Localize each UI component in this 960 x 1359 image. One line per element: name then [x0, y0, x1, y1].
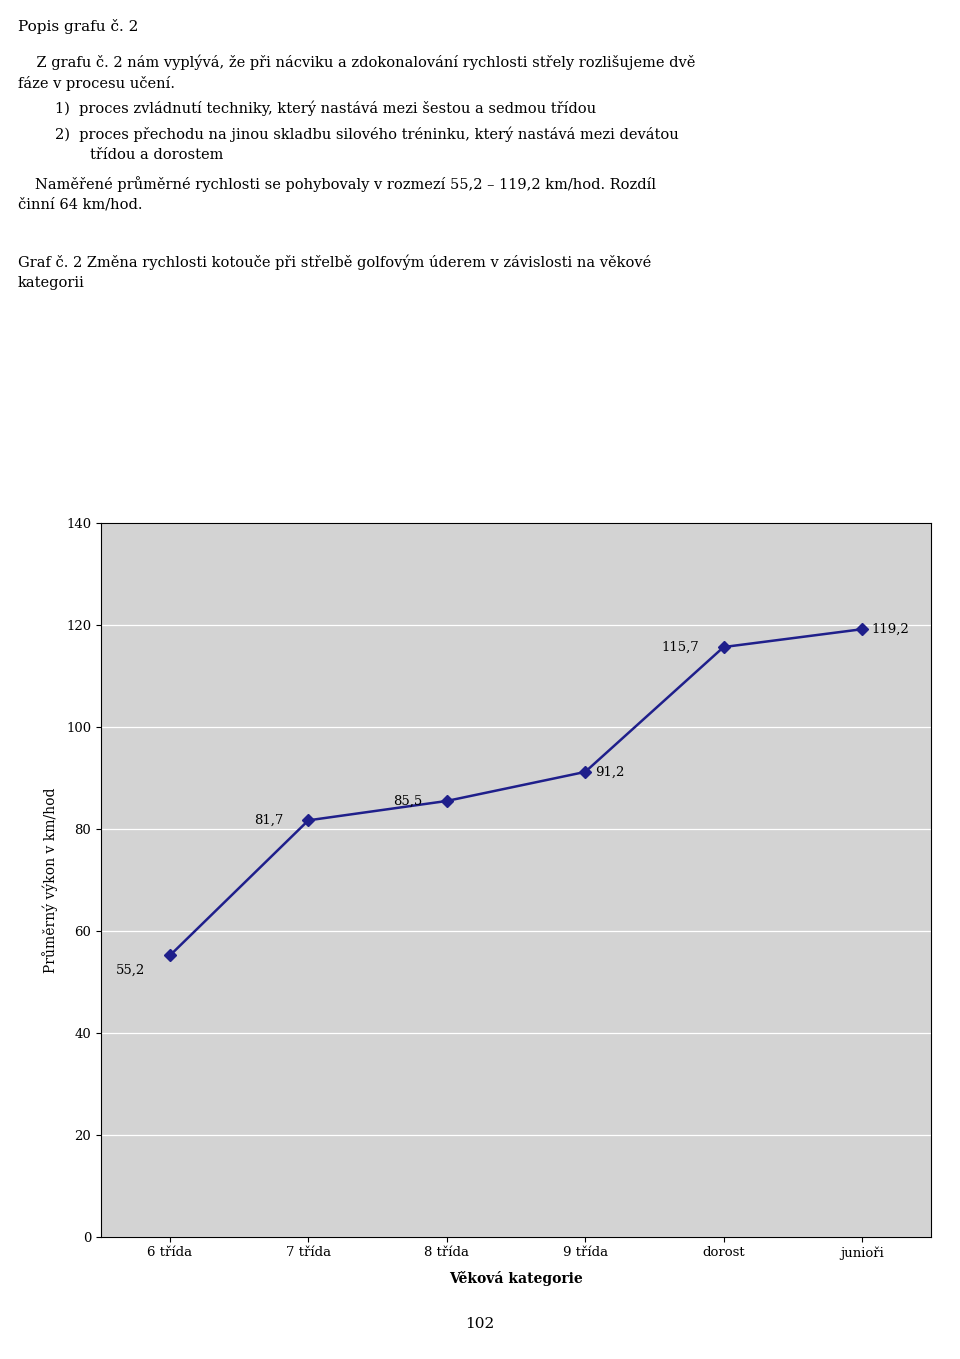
Text: Naměřené průměrné rychlosti se pohybovaly v rozmezí 55,2 – 119,2 km/hod. Rozdíl: Naměřené průměrné rychlosti se pohyboval… — [35, 177, 656, 192]
Text: 119,2: 119,2 — [872, 622, 909, 636]
X-axis label: Věková kategorie: Věková kategorie — [449, 1271, 583, 1286]
Text: Popis grafu č. 2: Popis grafu č. 2 — [18, 19, 138, 34]
Text: 1)  proces zvládnutí techniky, který nastává mezi šestou a sedmou třídou: 1) proces zvládnutí techniky, který nast… — [55, 101, 596, 117]
Text: 55,2: 55,2 — [116, 964, 145, 977]
Text: 2)  proces přechodu na jinou skladbu silového tréninku, který nastává mezi devát: 2) proces přechodu na jinou skladbu silo… — [55, 126, 679, 141]
Text: fáze v procesu učení.: fáze v procesu učení. — [18, 76, 175, 91]
Text: 115,7: 115,7 — [660, 640, 699, 654]
Text: 102: 102 — [466, 1317, 494, 1330]
Text: třídou a dorostem: třídou a dorostem — [90, 148, 224, 162]
Y-axis label: Průměrný výkon v km/hod: Průměrný výkon v km/hod — [41, 787, 58, 973]
Text: 81,7: 81,7 — [254, 814, 283, 826]
Text: činní 64 km/hod.: činní 64 km/hod. — [18, 198, 142, 212]
Text: 91,2: 91,2 — [595, 765, 624, 779]
Text: Graf č. 2 Změna rychlosti kotouče při střelbě golfovým úderem v závislosti na vě: Graf č. 2 Změna rychlosti kotouče při st… — [18, 254, 651, 269]
Text: kategorii: kategorii — [18, 276, 84, 289]
Text: 85,5: 85,5 — [393, 795, 421, 807]
Text: Z grafu č. 2 nám vyplývá, že při nácviku a zdokonalování rychlosti střely rozliš: Z grafu č. 2 nám vyplývá, že při nácviku… — [18, 54, 695, 69]
